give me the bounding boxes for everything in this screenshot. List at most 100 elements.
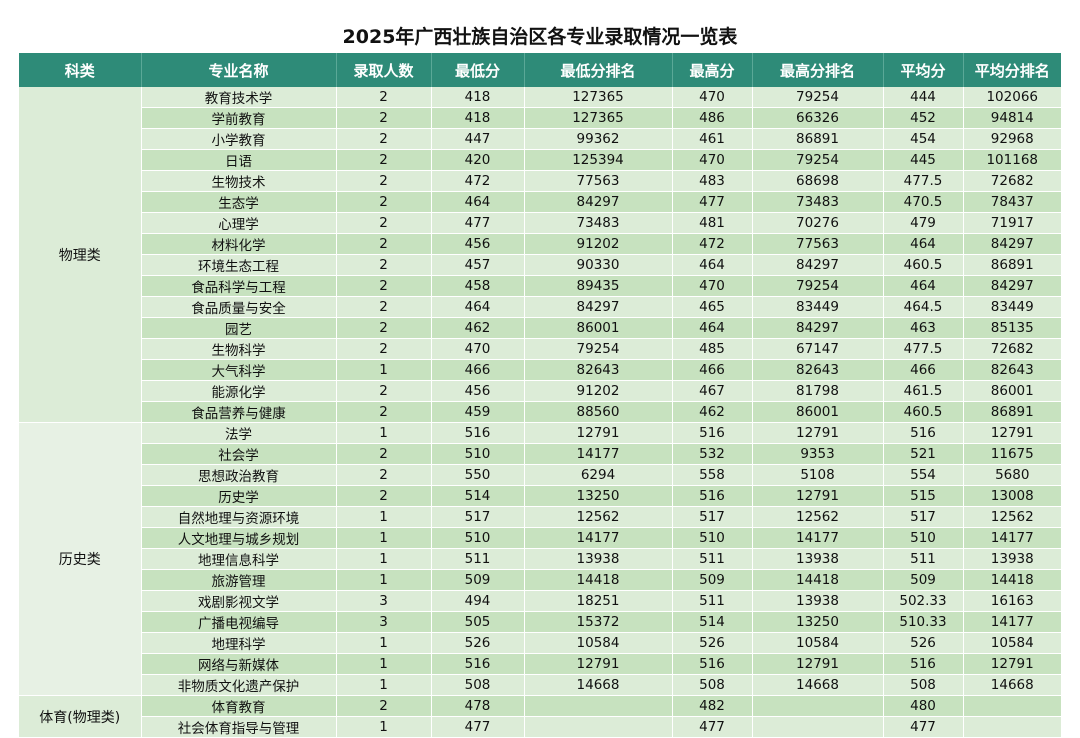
value-cell: 3 bbox=[336, 590, 432, 612]
value-cell: 12791 bbox=[752, 422, 884, 444]
value-cell: 14668 bbox=[752, 674, 884, 696]
value-cell: 470.5 bbox=[883, 191, 964, 213]
value-cell: 470 bbox=[672, 149, 753, 171]
major-name-cell: 小学教育 bbox=[141, 128, 337, 150]
value-cell: 516 bbox=[672, 422, 753, 444]
column-header: 最低分排名 bbox=[524, 53, 673, 87]
admission-table: 科类 专业名称 录取人数 最低分 最低分排名 最高分 最高分排名 平均分 平均分排名 物理类 教育… bbox=[19, 53, 1061, 738]
value-cell: 79254 bbox=[752, 149, 884, 171]
major-name-cell: 生物科学 bbox=[141, 338, 337, 360]
value-cell: 99362 bbox=[524, 128, 673, 150]
table-row: 食品科学与工程 2 458 89435 470 79254 464 84297 bbox=[19, 275, 1061, 297]
value-cell: 12791 bbox=[752, 653, 884, 675]
value-cell: 2 bbox=[336, 212, 432, 234]
major-name-cell: 社会学 bbox=[141, 443, 337, 465]
value-cell bbox=[752, 695, 884, 717]
table-row: 非物质文化遗产保护 1 508 14668 508 14668 508 14668 bbox=[19, 674, 1061, 696]
value-cell: 91202 bbox=[524, 233, 673, 255]
value-cell: 89435 bbox=[524, 275, 673, 297]
category-cell: 物理类 bbox=[19, 87, 142, 423]
value-cell: 3 bbox=[336, 611, 432, 633]
value-cell: 15372 bbox=[524, 611, 673, 633]
value-cell: 511 bbox=[672, 548, 753, 570]
major-name-cell: 大气科学 bbox=[141, 359, 337, 381]
value-cell: 18251 bbox=[524, 590, 673, 612]
value-cell: 68698 bbox=[752, 170, 884, 192]
value-cell: 526 bbox=[883, 632, 964, 654]
value-cell: 464 bbox=[431, 191, 525, 213]
table-row: 生物科学 2 470 79254 485 67147 477.5 72682 bbox=[19, 338, 1061, 360]
table-row: 食品质量与安全 2 464 84297 465 83449 464.5 83449 bbox=[19, 296, 1061, 318]
table-row: 历史学 2 514 13250 516 12791 515 13008 bbox=[19, 485, 1061, 507]
value-cell: 10584 bbox=[963, 632, 1061, 654]
value-cell: 12562 bbox=[963, 506, 1061, 528]
value-cell: 452 bbox=[883, 107, 964, 129]
value-cell: 517 bbox=[672, 506, 753, 528]
value-cell: 83449 bbox=[963, 296, 1061, 318]
value-cell: 78437 bbox=[963, 191, 1061, 213]
value-cell: 550 bbox=[431, 464, 525, 486]
value-cell: 66326 bbox=[752, 107, 884, 129]
value-cell: 86891 bbox=[963, 254, 1061, 276]
value-cell: 447 bbox=[431, 128, 525, 150]
value-cell: 16163 bbox=[963, 590, 1061, 612]
value-cell: 465 bbox=[672, 296, 753, 318]
table-row: 历史类 法学 1 516 12791 516 12791 516 12791 bbox=[19, 422, 1061, 696]
value-cell: 516 bbox=[431, 653, 525, 675]
value-cell: 517 bbox=[431, 506, 525, 528]
column-header: 最高分 bbox=[672, 53, 753, 87]
value-cell: 82643 bbox=[963, 359, 1061, 381]
value-cell: 515 bbox=[883, 485, 964, 507]
value-cell: 14177 bbox=[752, 527, 884, 549]
value-cell: 516 bbox=[883, 653, 964, 675]
value-cell: 462 bbox=[672, 401, 753, 423]
value-cell: 461.5 bbox=[883, 380, 964, 402]
value-cell: 514 bbox=[672, 611, 753, 633]
value-cell: 456 bbox=[431, 233, 525, 255]
major-name-cell: 食品营养与健康 bbox=[141, 401, 337, 423]
value-cell: 9353 bbox=[752, 443, 884, 465]
value-cell: 2 bbox=[336, 695, 432, 717]
value-cell: 94814 bbox=[963, 107, 1061, 129]
table-row: 社会学 2 510 14177 532 9353 521 11675 bbox=[19, 443, 1061, 465]
value-cell: 477 bbox=[883, 716, 964, 738]
value-cell: 86001 bbox=[752, 401, 884, 423]
table-row: 思想政治教育 2 550 6294 558 5108 554 5680 bbox=[19, 464, 1061, 486]
value-cell: 508 bbox=[672, 674, 753, 696]
table-row: 能源化学 2 456 91202 467 81798 461.5 86001 bbox=[19, 380, 1061, 402]
table-body: 物理类 教育技术学 2 418 127365 470 79254 444 102066 学前教育 2… bbox=[19, 87, 1061, 738]
value-cell: 516 bbox=[672, 485, 753, 507]
value-cell: 462 bbox=[431, 317, 525, 339]
value-cell: 460.5 bbox=[883, 401, 964, 423]
value-cell: 458 bbox=[431, 275, 525, 297]
major-name-cell: 日语 bbox=[141, 149, 337, 171]
value-cell: 510 bbox=[883, 527, 964, 549]
value-cell: 86891 bbox=[752, 128, 884, 150]
major-name-cell: 戏剧影视文学 bbox=[141, 590, 337, 612]
table-row: 物理类 教育技术学 2 418 127365 470 79254 444 102066 bbox=[19, 87, 1061, 423]
table-row: 材料化学 2 456 91202 472 77563 464 84297 bbox=[19, 233, 1061, 255]
value-cell: 516 bbox=[672, 653, 753, 675]
value-cell: 464 bbox=[883, 275, 964, 297]
value-cell: 67147 bbox=[752, 338, 884, 360]
value-cell: 13008 bbox=[963, 485, 1061, 507]
value-cell: 5108 bbox=[752, 464, 884, 486]
value-cell: 102066 bbox=[963, 87, 1061, 108]
major-name-cell: 学前教育 bbox=[141, 107, 337, 129]
value-cell: 2 bbox=[336, 87, 432, 108]
column-header: 录取人数 bbox=[336, 53, 432, 87]
value-cell: 86891 bbox=[963, 401, 1061, 423]
column-header: 科类 bbox=[19, 53, 142, 87]
value-cell: 11675 bbox=[963, 443, 1061, 465]
value-cell: 14418 bbox=[752, 569, 884, 591]
value-cell: 14668 bbox=[963, 674, 1061, 696]
value-cell: 472 bbox=[672, 233, 753, 255]
value-cell: 510 bbox=[672, 527, 753, 549]
value-cell bbox=[963, 716, 1061, 738]
value-cell: 477.5 bbox=[883, 338, 964, 360]
column-header: 最高分排名 bbox=[752, 53, 884, 87]
value-cell: 13938 bbox=[963, 548, 1061, 570]
value-cell: 1 bbox=[336, 569, 432, 591]
value-cell: 2 bbox=[336, 401, 432, 423]
value-cell: 2 bbox=[336, 107, 432, 129]
